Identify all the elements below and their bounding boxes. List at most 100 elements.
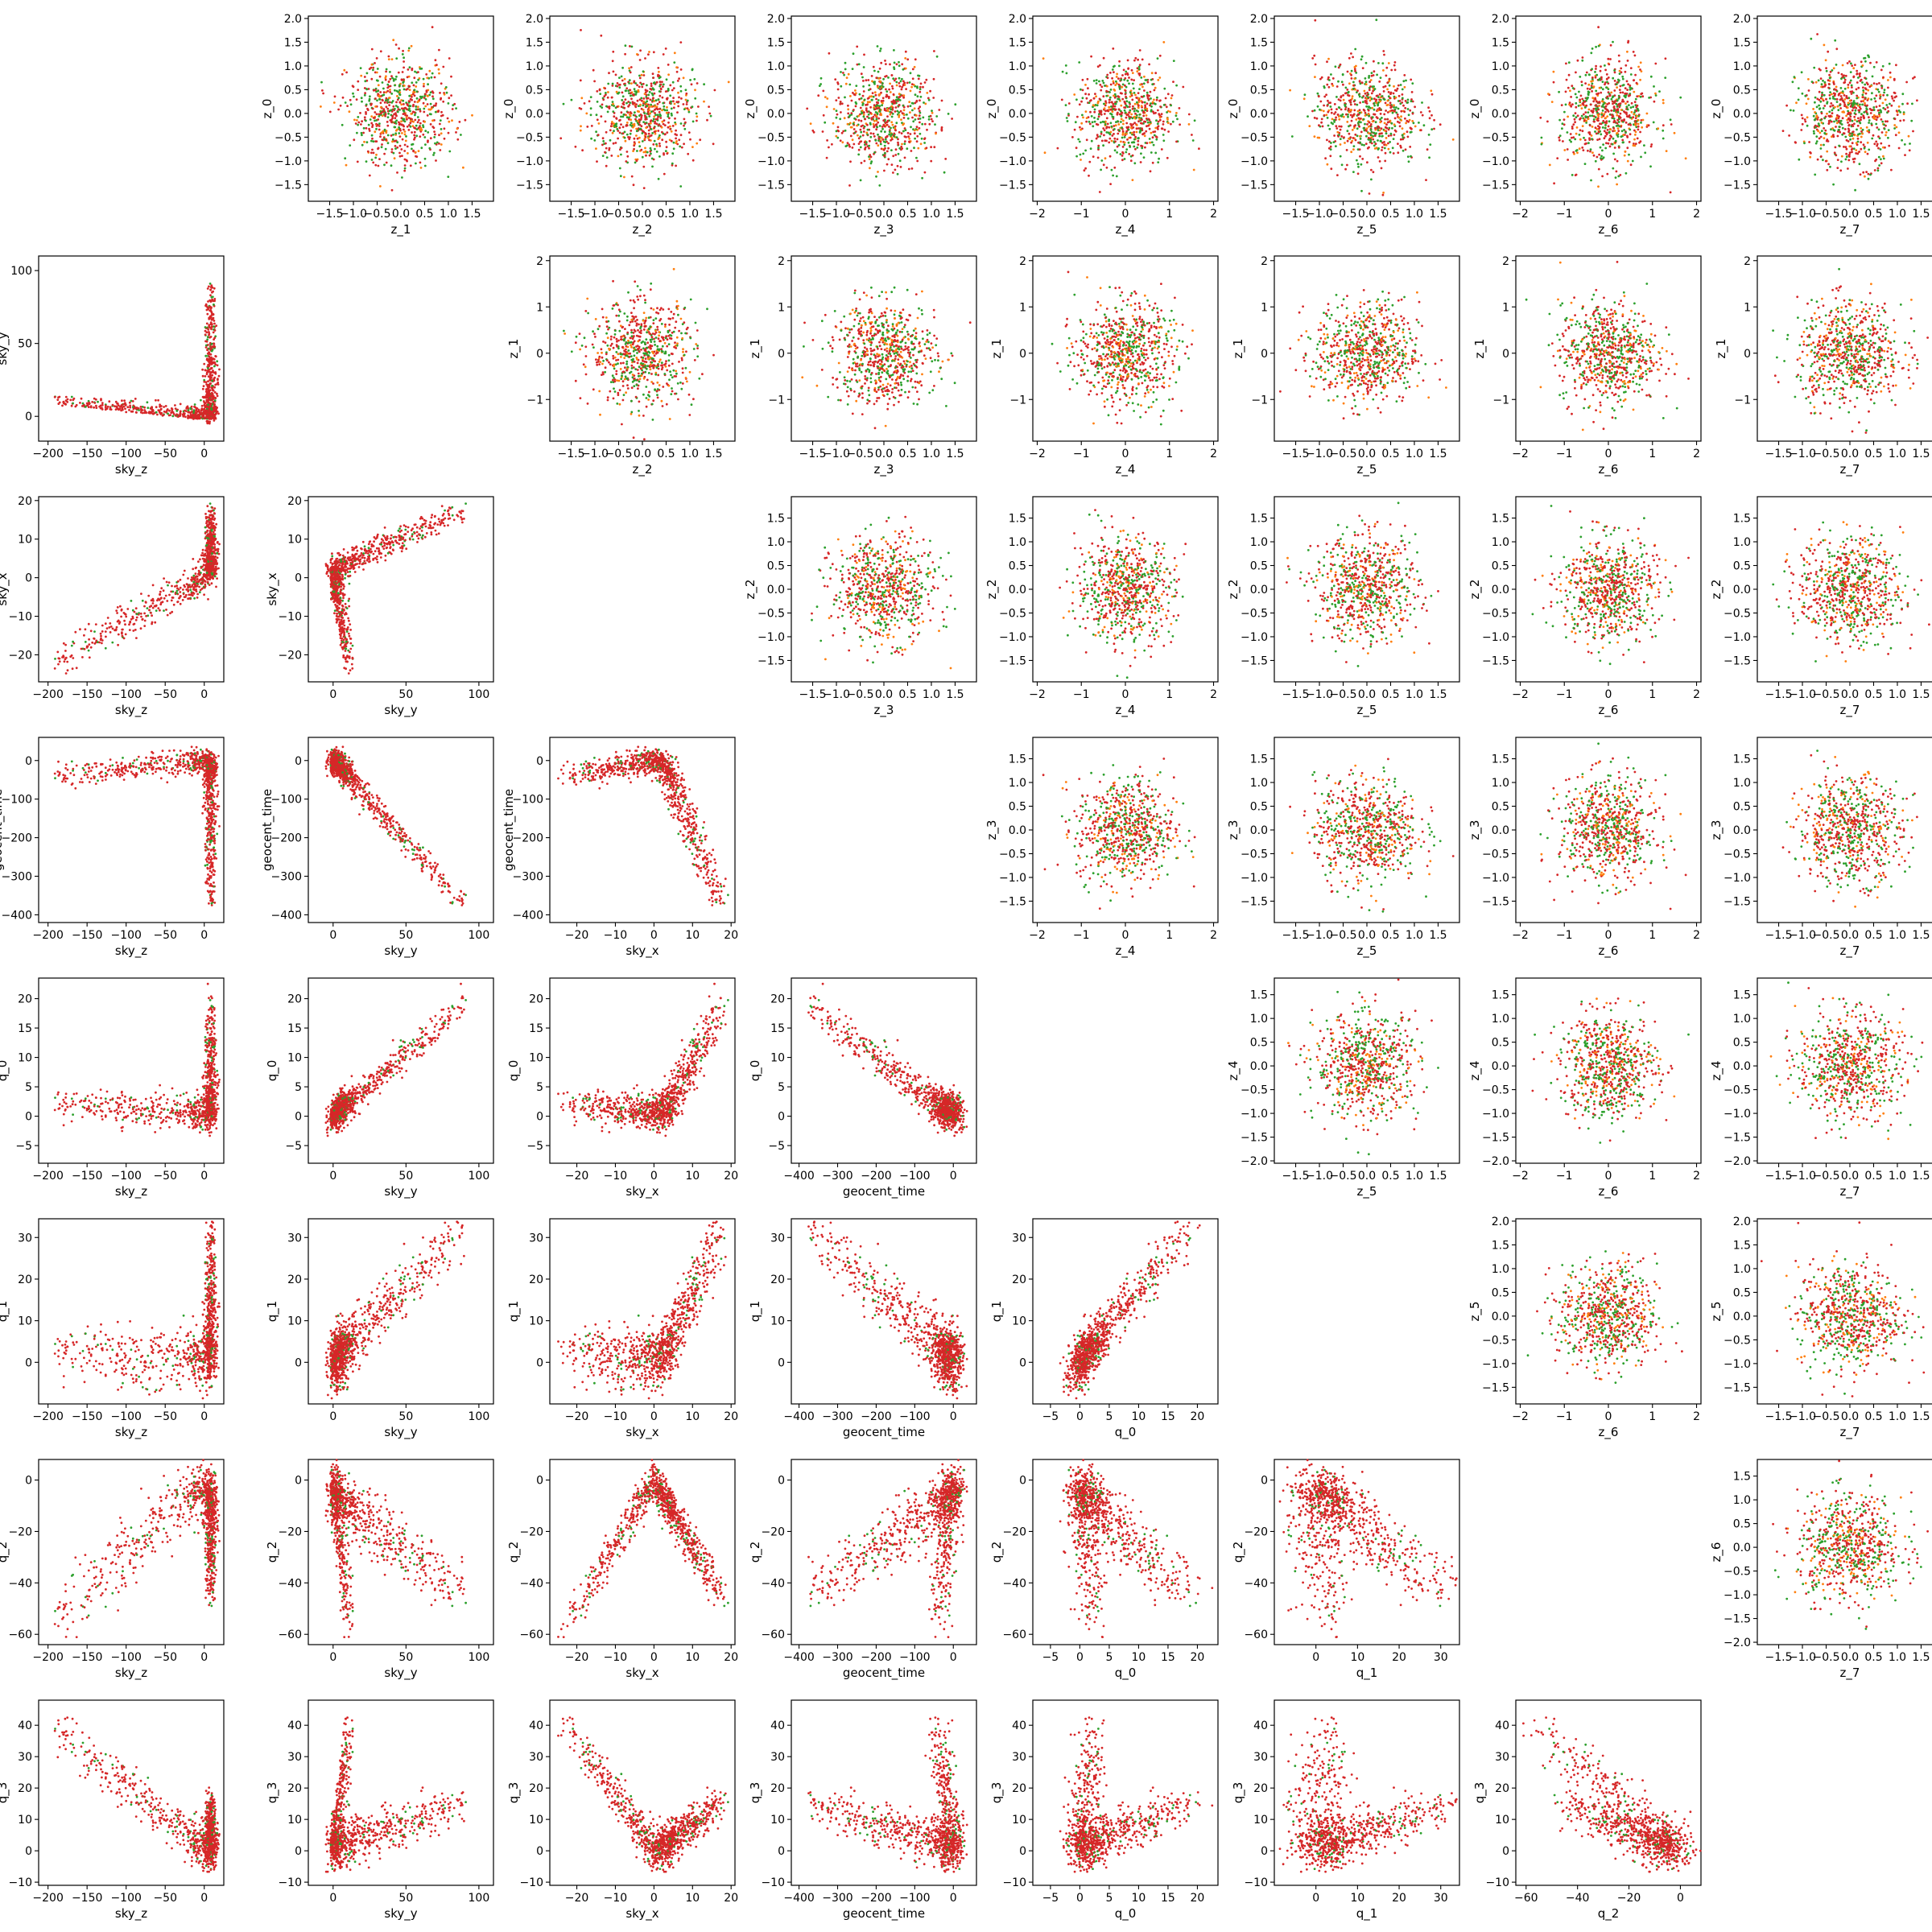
scatter-point — [429, 526, 432, 530]
scatter-point — [404, 848, 407, 851]
scatter-point — [165, 609, 167, 611]
scatter-point — [365, 559, 369, 562]
scatter-point — [69, 772, 72, 774]
scatter-point — [198, 766, 200, 769]
scatter-point — [398, 543, 401, 545]
scatter-point — [151, 772, 155, 775]
scatter-point — [360, 786, 362, 789]
scatter-point — [140, 592, 142, 595]
scatter-point — [124, 623, 126, 626]
scatter-point — [216, 360, 219, 363]
y-tick-label: 0 — [536, 755, 543, 768]
scatter-point — [429, 852, 432, 855]
scatter-point — [385, 815, 387, 819]
scatter-point — [206, 828, 208, 831]
scatter-point — [420, 536, 423, 539]
scatter-point — [335, 772, 338, 775]
scatter-point — [367, 549, 370, 552]
x-tick-label: −150 — [72, 448, 102, 460]
scatter-point — [184, 596, 187, 598]
scatter-point — [154, 757, 157, 760]
scatter-point — [105, 778, 107, 781]
scatter-point — [366, 552, 369, 555]
scatter-point — [171, 758, 173, 760]
y-tick-label: 0 — [25, 411, 32, 423]
scatter-point — [638, 758, 642, 761]
scatter-point — [200, 757, 203, 759]
scatter-point — [208, 325, 211, 328]
scatter-point — [213, 287, 216, 290]
scatter-point — [353, 782, 356, 786]
scatter-point — [122, 402, 126, 406]
scatter-point — [344, 555, 347, 559]
scatter-point — [190, 592, 193, 595]
scatter-point — [217, 791, 220, 793]
scatter-point — [53, 772, 56, 775]
scatter-point — [360, 551, 363, 555]
scatter-point — [208, 542, 211, 545]
scatter-point — [57, 402, 60, 405]
scatter-point — [212, 869, 215, 872]
scatter-point — [201, 764, 204, 767]
scatter-point — [408, 840, 411, 843]
y-axis-label: geocent_time — [260, 789, 275, 871]
scatter-point — [70, 760, 73, 763]
scatter-point — [143, 625, 147, 627]
scatter-point — [396, 821, 398, 824]
scatter-point — [171, 597, 174, 599]
scatter-point — [324, 767, 328, 770]
scatter-point — [344, 613, 346, 616]
scatter-point — [202, 554, 205, 557]
scatter-point — [192, 574, 196, 577]
scatter-point — [345, 762, 348, 765]
scatter-point — [94, 398, 97, 401]
scatter-point — [338, 578, 341, 581]
scatter-point — [214, 408, 217, 411]
scatter-point — [101, 639, 104, 642]
scatter-point — [207, 328, 210, 331]
scatter-point — [215, 585, 217, 588]
scatter-point — [211, 786, 213, 790]
scatter-point — [327, 763, 330, 766]
scatter-point — [704, 838, 707, 841]
scatter-point — [373, 810, 376, 812]
scatter-point — [382, 819, 386, 823]
scatter-point — [390, 534, 393, 537]
scatter-point — [351, 788, 354, 791]
y-tick-label: −400 — [2, 909, 32, 922]
scatter-point — [206, 754, 209, 758]
scatter-point — [144, 601, 147, 604]
scatter-point — [114, 405, 116, 407]
scatter-point — [385, 818, 388, 821]
x-axis-label: sky_z — [115, 462, 147, 477]
scatter-point — [357, 555, 361, 558]
scatter-point — [351, 771, 354, 774]
scatter-point — [174, 775, 177, 778]
scatter-point — [184, 767, 188, 770]
scatter-point — [135, 772, 138, 774]
scatter-point — [211, 317, 214, 320]
scatter-point — [395, 831, 398, 834]
scatter-point — [418, 533, 420, 535]
scatter-point — [190, 578, 193, 581]
scatter-point — [356, 558, 359, 561]
scatter-point — [97, 400, 99, 403]
scatter-point — [75, 764, 78, 767]
scatter-point — [151, 756, 155, 759]
scatter-point — [164, 405, 167, 407]
scatter-point — [710, 853, 713, 857]
scatter-point — [125, 411, 128, 414]
scatter-point — [361, 563, 364, 566]
scatter-point — [182, 760, 185, 762]
scatter-point — [332, 597, 335, 600]
scatter-point — [64, 395, 68, 398]
scatter-point — [207, 403, 209, 407]
scatter-point — [404, 528, 407, 531]
scatter-point — [213, 329, 217, 332]
scatter-point — [208, 861, 211, 865]
scatter-point — [402, 538, 404, 541]
scatter-point — [336, 601, 339, 604]
scatter-point — [436, 863, 440, 865]
scatter-point — [61, 780, 64, 783]
scatter-point — [138, 766, 141, 770]
